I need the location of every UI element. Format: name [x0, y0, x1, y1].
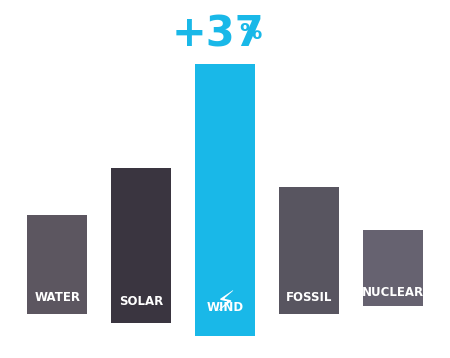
Bar [27, 280, 87, 314]
Bar [111, 168, 171, 280]
Text: SOLAR: SOLAR [119, 295, 163, 308]
Text: WATER: WATER [34, 291, 80, 304]
Bar [195, 64, 255, 280]
Text: %: % [239, 23, 261, 43]
Bar [27, 215, 87, 280]
Bar [111, 280, 171, 323]
Text: ⚡: ⚡ [215, 289, 235, 317]
Bar [195, 280, 255, 336]
Bar [279, 280, 339, 314]
Bar [363, 280, 423, 306]
Text: NUCLEAR: NUCLEAR [362, 286, 424, 299]
Text: WIND: WIND [207, 301, 243, 314]
Text: +37: +37 [172, 14, 265, 56]
Bar [363, 230, 423, 280]
Bar [279, 187, 339, 280]
Text: FOSSIL: FOSSIL [286, 291, 332, 304]
